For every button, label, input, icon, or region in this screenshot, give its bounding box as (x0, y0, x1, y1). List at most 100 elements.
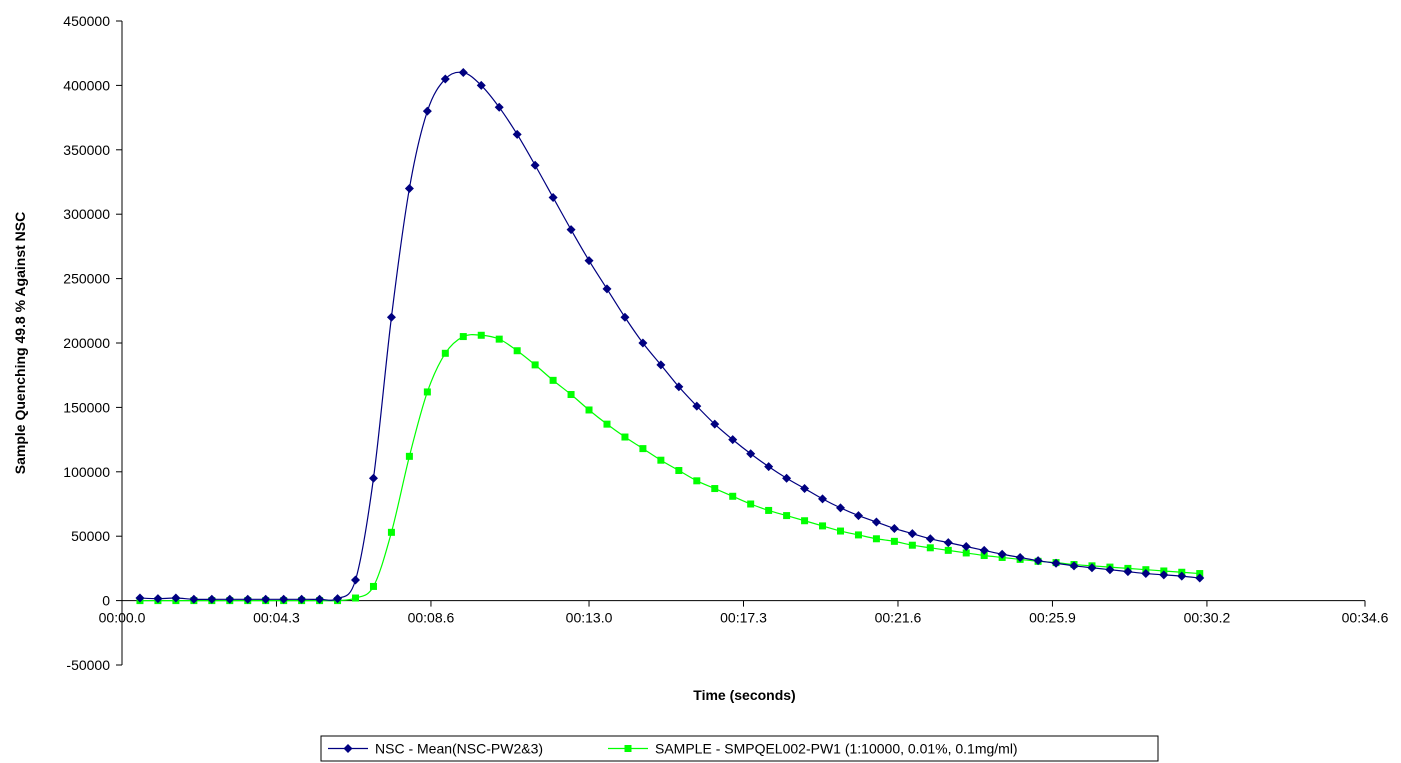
y-tick-label: 400000 (63, 77, 110, 93)
legend-label: SAMPLE - SMPQEL002-PW1 (1:10000, 0.01%, … (655, 741, 1018, 757)
data-point (943, 538, 953, 548)
data-point (477, 331, 485, 339)
legend-box (320, 735, 1159, 762)
data-point (261, 594, 271, 604)
data-point (907, 529, 917, 539)
data-point (422, 106, 432, 116)
data-point (747, 500, 755, 508)
data-point (1105, 565, 1115, 575)
data-point (225, 594, 235, 604)
data-point (925, 534, 935, 544)
data-point (315, 594, 325, 604)
data-point (333, 594, 343, 604)
axes (116, 20, 1366, 666)
x-tick-label: 00:08.6 (408, 610, 455, 626)
y-tick-label: 450000 (63, 13, 110, 29)
data-point (548, 192, 558, 202)
legend-marker (343, 744, 353, 753)
data-point (386, 312, 396, 322)
data-point (351, 575, 361, 585)
data-point (1051, 558, 1061, 568)
data-point (944, 546, 952, 554)
data-point (566, 225, 576, 235)
y-tick-label: 0 (102, 593, 110, 609)
data-point (135, 593, 145, 603)
data-point (728, 435, 738, 445)
data-point (585, 406, 593, 414)
data-point (531, 361, 539, 369)
data-point (675, 467, 683, 475)
data-point (853, 511, 863, 521)
data-point (1087, 563, 1097, 573)
data-point (639, 445, 647, 453)
data-point (620, 312, 630, 322)
y-tick-label: 250000 (63, 271, 110, 287)
data-point (854, 531, 862, 539)
data-point (207, 594, 217, 604)
data-point (423, 388, 431, 396)
data-point (908, 541, 916, 549)
data-point (889, 523, 899, 533)
data-point (458, 68, 468, 78)
data-point (621, 433, 629, 441)
data-point (189, 594, 199, 604)
data-point (494, 102, 504, 112)
data-point (602, 284, 612, 294)
data-point (656, 360, 666, 370)
data-point (369, 582, 377, 590)
tick-labels: -50000 0 50000 100000 150000 200000 250000 3000… (63, 13, 1388, 673)
data-point (890, 537, 898, 545)
data-point (692, 401, 702, 411)
data-point (1141, 569, 1151, 579)
data-point (387, 528, 395, 536)
data-point (962, 549, 970, 557)
data-point (1177, 571, 1187, 581)
data-point (961, 542, 971, 552)
x-tick-label: 00:13.0 (566, 610, 613, 626)
data-point (979, 545, 989, 555)
data-point (710, 419, 720, 429)
data-point (1069, 561, 1079, 571)
data-point (153, 594, 163, 604)
series-sample (136, 331, 1204, 605)
data-point (1123, 567, 1133, 577)
data-point (512, 129, 522, 139)
data-point (871, 517, 881, 527)
y-tick-label: 150000 (63, 399, 110, 415)
data-point (1015, 552, 1025, 562)
data-point (279, 594, 289, 604)
legend: NSC - Mean(NSC-PW2&3) SAMPLE - SMPQEL002-… (320, 735, 1159, 762)
data-point (819, 522, 827, 530)
data-point (549, 376, 557, 384)
data-point (836, 527, 844, 535)
data-point (171, 593, 181, 603)
legend-label: NSC - Mean(NSC-PW2&3) (375, 741, 543, 757)
x-tick-label: 00:00.0 (99, 610, 146, 626)
y-tick-label: 100000 (63, 464, 110, 480)
data-point (657, 456, 665, 464)
data-point (764, 462, 774, 472)
data-point (405, 452, 413, 460)
data-point (800, 484, 810, 494)
x-tick-label: 00:17.3 (720, 610, 767, 626)
data-point (368, 473, 378, 483)
data-point (476, 80, 486, 90)
y-tick-label: 350000 (63, 142, 110, 158)
data-point (926, 544, 934, 552)
data-point (1196, 570, 1204, 578)
y-axis-title: Sample Quenching 49.8 % Against NSC (12, 212, 28, 474)
data-point (441, 349, 449, 357)
data-point (495, 335, 503, 343)
data-point (711, 485, 719, 493)
data-point (729, 492, 737, 500)
data-point (746, 449, 756, 459)
data-point (440, 74, 450, 84)
x-axis-title: Time (seconds) (693, 687, 795, 703)
y-tick-label: -50000 (66, 657, 110, 673)
data-point (674, 382, 684, 392)
data-point (801, 517, 809, 525)
x-tick-label: 00:21.6 (875, 610, 922, 626)
series-line (139, 71, 1200, 601)
x-tick-label: 00:04.3 (253, 610, 300, 626)
x-tick-label: 00:34.6 (1342, 610, 1389, 626)
